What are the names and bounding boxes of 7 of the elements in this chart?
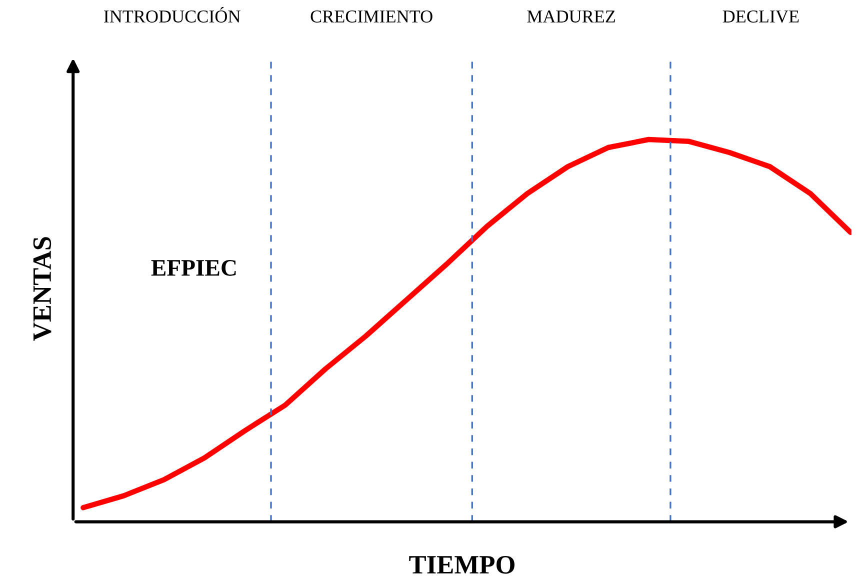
text: INTRODUCCIÓN: [104, 6, 240, 23]
annotation: EFPIEC: [151, 260, 236, 276]
text: DECLIVE: [722, 10, 799, 23]
text: CRECIMIENTO: [310, 10, 432, 23]
y-axis-title: VENTAS: [33, 237, 52, 341]
text: MADUREZ: [527, 10, 615, 23]
x-axis-title: TIEMPO: [409, 556, 514, 574]
